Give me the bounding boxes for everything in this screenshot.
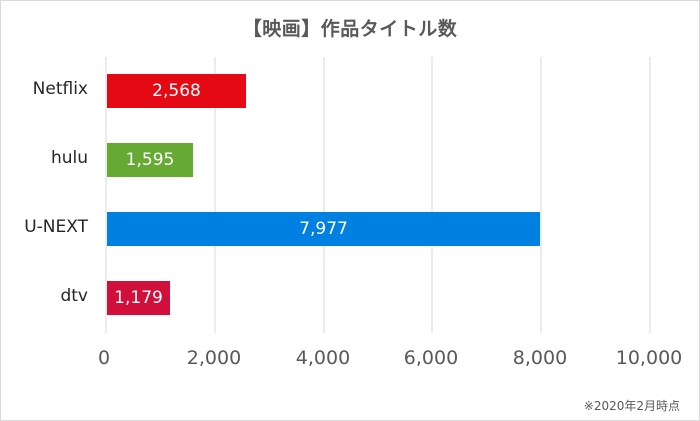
bar-value-label: 1,595 xyxy=(125,150,175,170)
bar-hulu: 1,595 xyxy=(107,143,193,177)
x-tick-2000: 2,000 xyxy=(186,347,242,369)
gridline-0 xyxy=(105,57,107,333)
x-tick-0: 0 xyxy=(97,347,111,369)
bar-unext: 7,977 xyxy=(107,212,540,246)
gridline-10000 xyxy=(649,57,651,333)
bar-value-label: 1,179 xyxy=(114,288,163,308)
chart-title: 【映画】作品タイトル数 xyxy=(242,18,458,40)
category-label-hulu: hulu xyxy=(50,148,88,168)
gridline-2000 xyxy=(214,57,216,333)
x-tick-4000: 4,000 xyxy=(295,347,351,369)
x-tick-6000: 6,000 xyxy=(403,347,459,369)
bar-netflix: 2,568 xyxy=(107,74,246,108)
bar-value-label: 7,977 xyxy=(299,219,348,239)
bar-dtv: 1,179 xyxy=(107,281,170,315)
gridline-6000 xyxy=(431,57,433,333)
gridline-4000 xyxy=(323,57,325,333)
x-tick-10000: 10,000 xyxy=(615,347,683,369)
bar-value-label: 2,568 xyxy=(152,81,201,101)
footnote: ※2020年2月時点 xyxy=(583,399,680,413)
category-label-netflix: Netflix xyxy=(32,79,88,99)
category-label-dtv: dtv xyxy=(60,286,88,306)
gridline-8000 xyxy=(540,57,542,333)
x-tick-8000: 8,000 xyxy=(512,347,568,369)
category-label-unext: U-NEXT xyxy=(24,217,88,237)
